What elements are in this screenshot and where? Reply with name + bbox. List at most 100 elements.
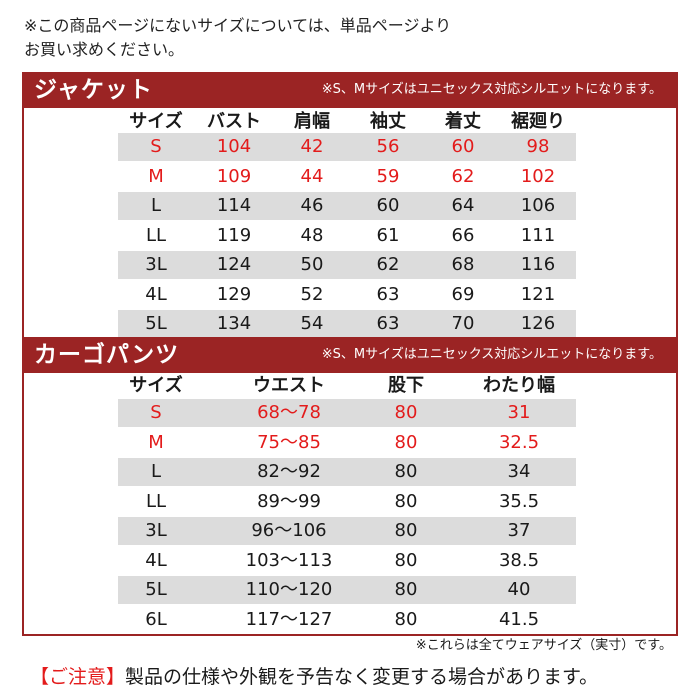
jacket-cell: 68	[451, 254, 475, 275]
pants-cell: 96〜106	[251, 520, 327, 541]
intro-line-1: ※この商品ページにないサイズについては、単品ページより	[24, 16, 452, 35]
jacket-cell: 64	[451, 195, 475, 216]
pants-cell: 110〜120	[245, 579, 333, 600]
caution-text: 製品の仕様や外観を予告なく変更する場合があります。	[125, 666, 599, 688]
pants-cell: 89〜99	[257, 490, 321, 512]
pants-cell: 37	[507, 520, 531, 541]
jacket-cell: 104	[216, 136, 252, 157]
jacket-cell: 62	[376, 254, 400, 275]
pants-column-headers: サイズ ウエスト 股下 わたり幅	[118, 372, 576, 400]
jacket-cell: 63	[376, 313, 400, 334]
pants-cell: 68〜78	[257, 402, 321, 423]
jacket-header-hem: 裾廻り	[511, 111, 565, 132]
jacket-cell: 116	[520, 254, 556, 275]
pants-cell: 32.5	[498, 431, 540, 453]
jacket-cell: 102	[520, 165, 556, 187]
pants-header-thigh: わたり幅	[483, 375, 555, 396]
jacket-row-5l: 5L 134 54 63 70 126	[118, 310, 576, 338]
jacket-header-size: サイズ	[129, 111, 183, 132]
jacket-cell: 52	[300, 283, 324, 305]
jacket-cell: M	[148, 165, 164, 187]
jacket-cell: L	[150, 195, 162, 216]
jacket-header-bust: バスト	[207, 111, 261, 132]
pants-cell: 117〜127	[245, 608, 333, 630]
jacket-cell: 62	[451, 165, 475, 187]
jacket-row-4l: 4L 129 52 63 69 121	[118, 281, 576, 309]
pants-title: カーゴパンツ	[34, 342, 180, 368]
jacket-cell: 129	[216, 283, 252, 305]
footnote: ※これらは全てウェアサイズ（実寸）です。	[415, 638, 672, 653]
jacket-cell: LL	[145, 224, 167, 246]
intro-text: ※この商品ページにないサイズについては、単品ページより お買い求めください。	[24, 14, 451, 62]
jacket-cell: 69	[451, 283, 475, 305]
pants-cell: 4L	[145, 549, 167, 571]
pants-cell: L	[150, 461, 162, 482]
jacket-cell: 60	[376, 195, 400, 216]
pants-cell: M	[148, 431, 164, 453]
jacket-cell: 111	[520, 224, 556, 246]
intro-line-2: お買い求めください。	[24, 40, 185, 59]
pants-note: ※S、Mサイズはユニセックス対応シルエットになります。	[321, 347, 662, 362]
pants-header-inseam: 股下	[388, 375, 424, 396]
pants-cell: 82〜92	[257, 461, 321, 482]
pants-header-size: サイズ	[129, 375, 183, 396]
pants-cell: 80	[394, 579, 418, 600]
jacket-cell: 59	[376, 165, 400, 187]
jacket-cell: 63	[376, 283, 400, 305]
jacket-cell: 70	[451, 313, 475, 334]
pants-cell: 80	[394, 608, 418, 630]
pants-cell: 38.5	[498, 549, 540, 571]
pants-cell: 41.5	[498, 608, 540, 630]
pants-row-3l: 3L 96〜106 80 37	[118, 517, 576, 545]
jacket-row-s: S 104 42 56 60 98	[118, 133, 576, 161]
pants-cell: 35.5	[498, 490, 540, 512]
pants-row-ll: LL 89〜99 80 35.5	[118, 488, 576, 516]
jacket-row-l: L 114 46 60 64 106	[118, 192, 576, 220]
jacket-cell: 106	[520, 195, 556, 216]
pants-cell: 5L	[145, 579, 167, 600]
jacket-cell: 48	[300, 224, 324, 246]
jacket-cell: 61	[376, 224, 400, 246]
jacket-header-band: ジャケット ※S、Mサイズはユニセックス対応シルエットになります。	[22, 72, 678, 108]
pants-cell: 34	[507, 461, 531, 482]
jacket-row-3l: 3L 124 50 62 68 116	[118, 251, 576, 279]
jacket-cell: 44	[300, 165, 324, 187]
pants-row-6l: 6L 117〜127 80 41.5	[118, 606, 576, 634]
jacket-cell: 60	[451, 136, 475, 157]
caution-lead: 【ご注意】	[30, 666, 126, 688]
pants-cell: 3L	[145, 520, 167, 541]
jacket-column-headers: サイズ バスト 肩幅 袖丈 着丈 裾廻り	[118, 108, 576, 136]
pants-cell: 80	[394, 402, 418, 423]
jacket-row-ll: LL 119 48 61 66 111	[118, 222, 576, 250]
jacket-cell: 42	[300, 136, 324, 157]
jacket-cell: 126	[520, 313, 556, 334]
pants-row-m: M 75〜85 80 32.5	[118, 429, 576, 457]
jacket-cell: 124	[216, 254, 252, 275]
pants-cell: 75〜85	[257, 431, 321, 453]
jacket-cell: 109	[216, 165, 252, 187]
jacket-cell: S	[150, 136, 162, 157]
jacket-cell: 54	[300, 313, 324, 334]
pants-row-5l: 5L 110〜120 80 40	[118, 576, 576, 604]
jacket-header-length: 着丈	[445, 111, 481, 132]
jacket-cell: 121	[520, 283, 556, 305]
jacket-cell: 134	[216, 313, 252, 334]
pants-cell: 40	[507, 579, 531, 600]
jacket-cell: 4L	[145, 283, 167, 305]
pants-row-l: L 82〜92 80 34	[118, 458, 576, 486]
caution-notice: 【ご注意】製品の仕様や外観を予告なく変更する場合があります。	[30, 664, 598, 690]
pants-header-waist: ウエスト	[253, 375, 325, 396]
pants-cell: 80	[394, 431, 418, 453]
jacket-header-sleeve: 袖丈	[370, 111, 406, 132]
pants-header-band: カーゴパンツ ※S、Mサイズはユニセックス対応シルエットになります。	[22, 337, 678, 373]
pants-cell: 31	[507, 402, 531, 423]
jacket-note: ※S、Mサイズはユニセックス対応シルエットになります。	[321, 82, 662, 97]
pants-row-4l: 4L 103〜113 80 38.5	[118, 547, 576, 575]
pants-cell: LL	[145, 490, 167, 512]
jacket-cell: 98	[526, 136, 550, 157]
jacket-cell: 46	[300, 195, 324, 216]
pants-cell: 80	[394, 461, 418, 482]
pants-cell: S	[150, 402, 162, 423]
jacket-cell: 3L	[145, 254, 167, 275]
pants-cell: 80	[394, 490, 418, 512]
